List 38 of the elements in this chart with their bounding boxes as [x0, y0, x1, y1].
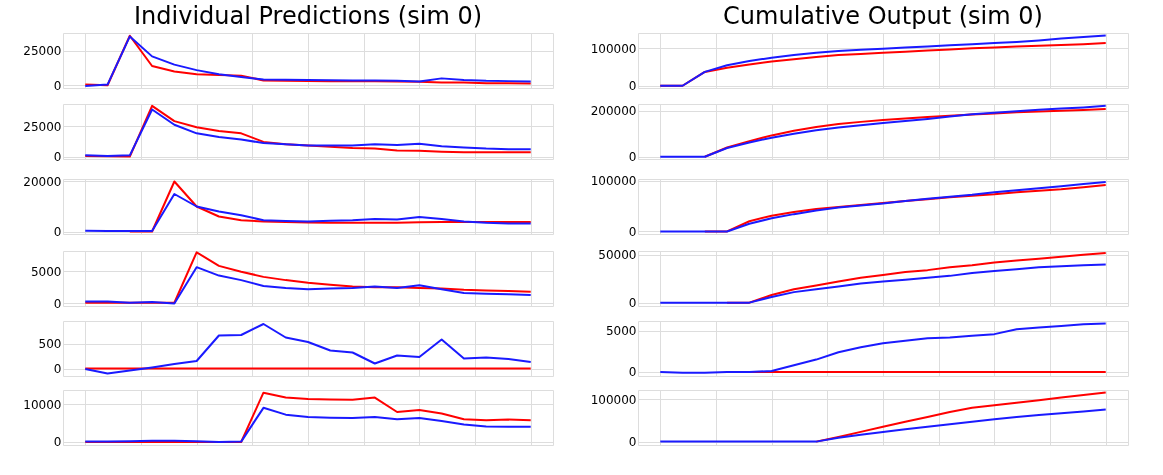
y-tick-label: 20000	[23, 175, 62, 189]
line-series	[84, 266, 532, 305]
line-series	[128, 180, 532, 233]
y-tick-label: 100000	[590, 174, 637, 189]
y-tick-label: 0	[53, 78, 62, 93]
line-series	[84, 193, 532, 232]
line-series	[659, 34, 1107, 87]
y-tick-label: 0	[628, 79, 637, 94]
y-tick-label: 25000	[23, 44, 62, 59]
y-tick-label: 10000	[23, 397, 62, 412]
line-series	[659, 322, 1107, 374]
y-tick-label: 200000	[590, 104, 637, 119]
y-tick-label: 0	[628, 224, 637, 239]
y-tick-label: 0	[53, 435, 62, 450]
y-tick-label: 0	[53, 150, 62, 165]
line-series	[84, 251, 532, 304]
y-tick-label: 100000	[590, 41, 637, 56]
y-tick-label: 25000	[23, 119, 62, 134]
y-tick-label: 5000	[30, 264, 62, 279]
chart-title: Individual Predictions (sim 0)	[133, 2, 483, 30]
y-tick-label: 0	[53, 362, 62, 376]
y-tick-label: 0	[628, 150, 637, 165]
y-tick-label: 0	[53, 296, 62, 311]
y-tick-label: 50000	[598, 248, 637, 263]
line-series	[84, 406, 532, 443]
y-tick-label: 0	[53, 225, 62, 239]
line-series	[659, 263, 1107, 304]
line-series	[84, 323, 532, 375]
chart-title: Cumulative Output (sim 0)	[723, 2, 1043, 30]
line-series	[659, 104, 1107, 158]
y-tick-label: 500	[38, 337, 62, 351]
line-series	[659, 181, 1107, 233]
line-series	[659, 408, 1107, 443]
y-tick-label: 100000	[590, 392, 637, 407]
y-tick-label: 0	[628, 296, 637, 311]
y-tick-label: 0	[628, 365, 637, 380]
y-tick-label: 0	[628, 435, 637, 450]
y-tick-label: 5000	[605, 324, 637, 339]
